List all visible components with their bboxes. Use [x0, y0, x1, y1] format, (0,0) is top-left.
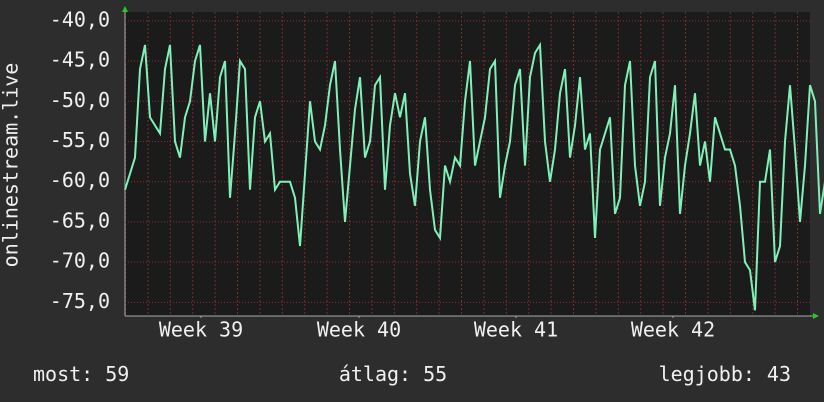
- stat-label: legjobb:: [659, 362, 755, 386]
- stats: most: 59 átlag: 55 legjobb: 43: [33, 362, 791, 386]
- stat-value: 55: [423, 362, 447, 386]
- y-axis-label: onlinestream.live: [0, 63, 23, 268]
- y-tick-label: -45,0: [50, 48, 110, 72]
- x-tick-label: Week 40: [317, 318, 401, 342]
- x-tick-label: Week 42: [631, 318, 715, 342]
- y-arrow: [122, 6, 128, 12]
- x-arrow: [813, 313, 819, 319]
- y-tick-label: -75,0: [50, 289, 110, 313]
- y-tick-label: -60,0: [50, 168, 110, 192]
- stat: átlag: 55: [339, 362, 447, 386]
- y-tick-label: -50,0: [50, 88, 110, 112]
- y-tick-label: -55,0: [50, 128, 110, 152]
- line-series: [124, 41, 824, 311]
- stat-value: 43: [767, 362, 791, 386]
- y-tick-label: -70,0: [50, 249, 110, 273]
- y-tick-label: -40,0: [50, 7, 110, 31]
- stat: legjobb: 43: [659, 362, 791, 386]
- x-tick-label: Week 41: [474, 318, 558, 342]
- stat: most: 59: [33, 362, 129, 386]
- stat-label: most:: [33, 362, 93, 386]
- stat-label: átlag:: [339, 362, 411, 386]
- y-tick-label: -65,0: [50, 208, 110, 232]
- stat-value: 59: [105, 362, 129, 386]
- x-tick-label: Week 39: [159, 318, 243, 342]
